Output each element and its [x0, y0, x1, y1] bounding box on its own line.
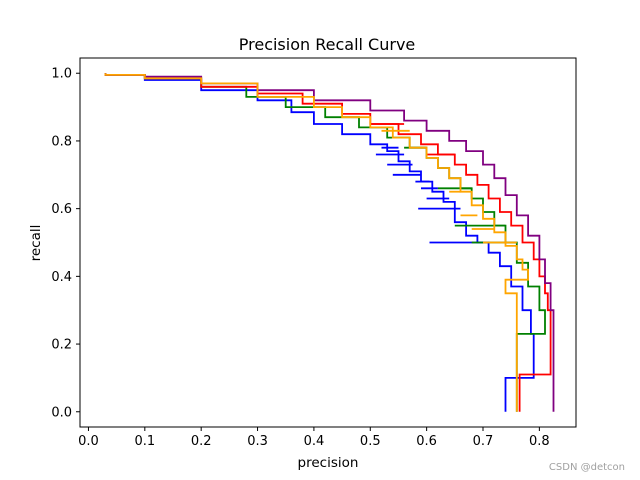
y-tick-label-5: 1.0	[51, 67, 72, 82]
series-3-group	[104, 73, 552, 412]
x-tick-label-8: 0.8	[529, 434, 550, 449]
series-layer	[104, 73, 555, 412]
watermark-text: CSDN @detcon	[549, 462, 625, 473]
y-tick-label-1: 0.2	[51, 338, 72, 353]
x-tick-label-2: 0.2	[191, 434, 212, 449]
x-axis-label: precision	[298, 455, 359, 471]
y-tick-label-4: 0.8	[51, 134, 72, 149]
x-tick-label-4: 0.4	[304, 434, 325, 449]
y-axis-label: recall	[28, 225, 44, 262]
x-tick-label-7: 0.7	[473, 434, 494, 449]
y-axis-ticks: 0.0 0.2 0.4 0.6 0.8 1.0	[51, 67, 80, 420]
series-3-line	[104, 73, 552, 412]
y-tick-label-0: 0.0	[51, 405, 72, 420]
x-tick-label-6: 0.6	[416, 434, 437, 449]
x-tick-label-3: 0.3	[247, 434, 268, 449]
x-tick-label-5: 0.5	[360, 434, 381, 449]
x-tick-label-0: 0.0	[78, 434, 99, 449]
y-tick-label-3: 0.6	[51, 202, 72, 217]
axes-frame	[79, 57, 577, 428]
chart-title: Precision Recall Curve	[239, 35, 416, 54]
x-tick-label-1: 0.1	[134, 434, 155, 449]
y-tick-label-2: 0.4	[51, 270, 72, 285]
series-5-line	[104, 73, 529, 412]
x-axis-ticks: 0.0 0.1 0.2 0.3 0.4 0.5 0.6 0.7 0.8	[78, 427, 550, 449]
series-5-group	[104, 73, 529, 412]
